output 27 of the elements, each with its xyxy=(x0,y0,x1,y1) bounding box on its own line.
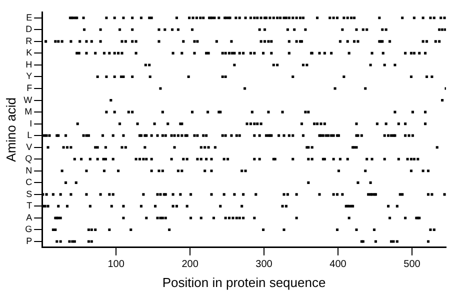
y-tick-label: M xyxy=(24,106,32,117)
y-tick-label: Q xyxy=(25,154,32,164)
y-tick-label: L xyxy=(27,130,32,140)
x-tick-label: 100 xyxy=(108,259,125,270)
y-tick-label: V xyxy=(26,142,32,152)
y-tick-label: N xyxy=(26,165,32,176)
x-tick-label: 300 xyxy=(256,259,273,270)
y-tick-label: C xyxy=(26,177,33,188)
y-tick-label: W xyxy=(24,94,33,105)
y-tick-label: H xyxy=(26,59,32,70)
x-tick-label: 400 xyxy=(330,259,347,270)
x-tick-label: 200 xyxy=(182,259,199,270)
y-tick-label: Y xyxy=(26,71,32,82)
y-tick-label: P xyxy=(26,236,32,246)
y-tick-label: T xyxy=(26,200,33,211)
y-tick-label: S xyxy=(26,188,32,199)
x-axis-title: Position in protein sequence xyxy=(162,274,326,290)
x-tick-label: 500 xyxy=(404,259,421,270)
y-tick-label: A xyxy=(26,212,32,222)
y-tick-label: F xyxy=(26,82,33,93)
y-tick-label: G xyxy=(25,224,32,234)
y-tick-label: D xyxy=(26,24,33,34)
y-tick-label: K xyxy=(26,48,32,58)
y-axis-title: Amino acid xyxy=(3,98,18,162)
y-tick-label: I xyxy=(30,118,32,128)
y-tick-label: E xyxy=(26,12,32,22)
y-tick-label: R xyxy=(26,36,33,46)
